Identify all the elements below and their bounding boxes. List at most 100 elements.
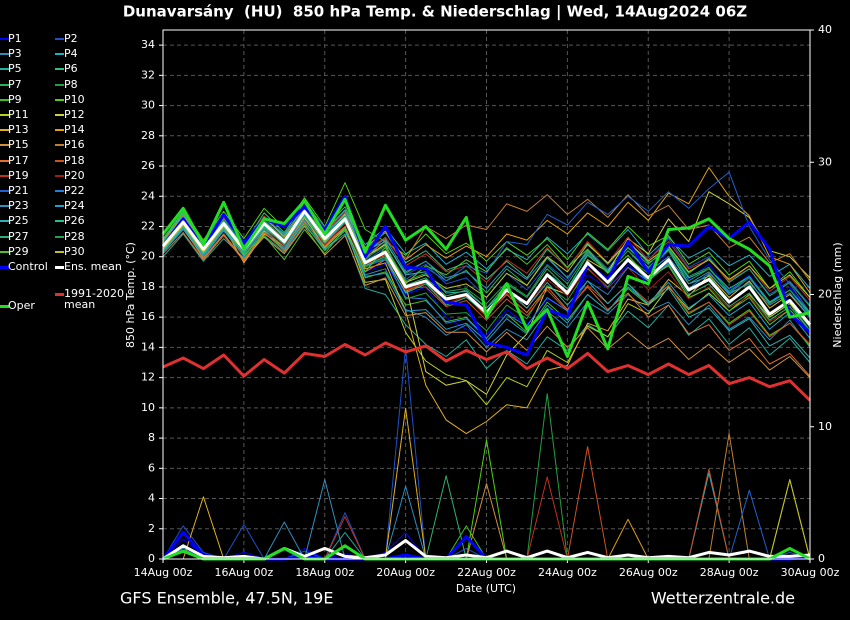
temp-line xyxy=(162,212,811,335)
legend-swatch xyxy=(55,235,64,238)
legend-label: P17 xyxy=(8,153,29,167)
legend-label: P23 xyxy=(8,199,29,213)
legend-swatch xyxy=(0,205,9,208)
legend-swatch xyxy=(0,114,9,116)
legend-label: P16 xyxy=(64,138,85,152)
legend-label: P6 xyxy=(64,62,78,76)
legend-label: P14 xyxy=(64,123,85,137)
legend-swatch xyxy=(0,129,9,132)
y-tick-label: 22 xyxy=(141,219,155,232)
legend-label: P21 xyxy=(8,184,29,197)
y2-axis-title: Niederschlag (mm) xyxy=(831,242,844,347)
y-tick-label: 10 xyxy=(141,401,155,414)
legend-label: P24 xyxy=(64,199,85,213)
y-tick-label: 26 xyxy=(141,159,155,172)
legend-swatch xyxy=(0,53,9,56)
legend-label: P22 xyxy=(64,184,85,197)
x-tick-label: 20Aug 00z xyxy=(376,566,435,579)
legend-swatch xyxy=(0,38,9,40)
legend-label: P26 xyxy=(64,214,85,228)
y2-tick-label: 40 xyxy=(818,23,832,36)
y-tick-label: 34 xyxy=(141,38,155,51)
footer-right: Wetterzentrale.de xyxy=(651,589,795,608)
legend-label: P9 xyxy=(8,92,22,106)
legend-swatch xyxy=(0,83,9,86)
legend-swatch xyxy=(0,159,9,162)
legend-label: P30 xyxy=(64,244,85,258)
temp-line xyxy=(162,182,811,298)
legend-label: P15 xyxy=(8,138,29,152)
y2-tick-label: 20 xyxy=(818,288,832,301)
legend-label: P11 xyxy=(8,108,29,121)
legend-label: P7 xyxy=(8,77,22,91)
y-tick-label: 14 xyxy=(141,340,155,353)
legend-swatch xyxy=(55,83,64,86)
legend-swatch xyxy=(0,190,9,192)
legend-label: P12 xyxy=(64,108,85,121)
legend-label: P18 xyxy=(64,153,85,167)
y-tick-label: 12 xyxy=(141,371,155,384)
y2-tick-label: 10 xyxy=(818,420,832,433)
plot-frame xyxy=(162,29,811,560)
legend-swatch xyxy=(0,144,9,147)
legend-swatch xyxy=(55,190,64,192)
legend-label: P25 xyxy=(8,214,29,228)
legend-swatch xyxy=(55,129,64,132)
legend-label: P3 xyxy=(8,47,22,61)
x-tick-label: 16Aug 00z xyxy=(215,566,274,579)
legend-label: P5 xyxy=(8,62,22,76)
legend-swatch xyxy=(55,220,64,223)
legend-swatch xyxy=(0,305,9,308)
y-tick-label: 30 xyxy=(141,99,155,112)
y-tick-label: 24 xyxy=(141,189,155,202)
y-tick-label: 8 xyxy=(148,431,155,444)
legend-swatch xyxy=(55,266,64,269)
legend-label: Oper xyxy=(8,299,35,312)
legend-swatch xyxy=(55,68,64,71)
x-tick-label: 30Aug 00z xyxy=(781,566,840,579)
footer-left: GFS Ensemble, 47.5N, 19E xyxy=(120,589,333,608)
legend-swatch xyxy=(55,98,64,101)
x-tick-label: 14Aug 00z xyxy=(134,566,193,579)
legend-swatch xyxy=(55,174,64,177)
legend-label: P27 xyxy=(8,229,29,243)
x-tick-label: 28Aug 00z xyxy=(700,566,759,579)
legend-swatch xyxy=(55,250,64,253)
y2-tick-label: 30 xyxy=(818,155,832,168)
y-tick-label: 32 xyxy=(141,68,155,81)
x-axis-title: Date (UTC) xyxy=(456,582,516,595)
x-tick-label: 24Aug 00z xyxy=(538,566,597,579)
legend-swatch xyxy=(0,98,9,101)
legend-swatch xyxy=(55,38,64,40)
legend-label: P4 xyxy=(64,47,78,61)
legend-swatch xyxy=(0,174,9,177)
legend-label: P2 xyxy=(64,32,78,45)
legend-label: P10 xyxy=(64,92,85,106)
legend-label: P13 xyxy=(8,123,29,137)
legend-label: P19 xyxy=(8,168,29,182)
y-tick-label: 16 xyxy=(141,310,155,323)
legend-swatch xyxy=(0,235,9,238)
legend-label: P8 xyxy=(64,77,78,91)
y-tick-label: 20 xyxy=(141,250,155,263)
x-tick-label: 26Aug 00z xyxy=(619,566,678,579)
legend-label: P20 xyxy=(64,168,85,182)
legend-swatch xyxy=(55,114,64,116)
temp-line xyxy=(161,197,811,358)
legend-label: P1 xyxy=(8,32,22,45)
legend-swatch xyxy=(55,159,64,162)
y2-tick-label: 0 xyxy=(818,552,825,565)
legend-swatch xyxy=(0,68,9,71)
temp-line xyxy=(162,224,811,370)
y-tick-label: 18 xyxy=(141,280,155,293)
legend-label: 1991-2020 mean xyxy=(64,287,124,311)
y-tick-label: 0 xyxy=(148,552,155,565)
legend-label: P28 xyxy=(64,229,85,243)
temp-line xyxy=(162,210,811,318)
legend-label: Control xyxy=(8,260,48,273)
temp-line xyxy=(162,341,812,402)
legend-swatch xyxy=(0,250,9,253)
x-tick-label: 18Aug 00z xyxy=(295,566,354,579)
